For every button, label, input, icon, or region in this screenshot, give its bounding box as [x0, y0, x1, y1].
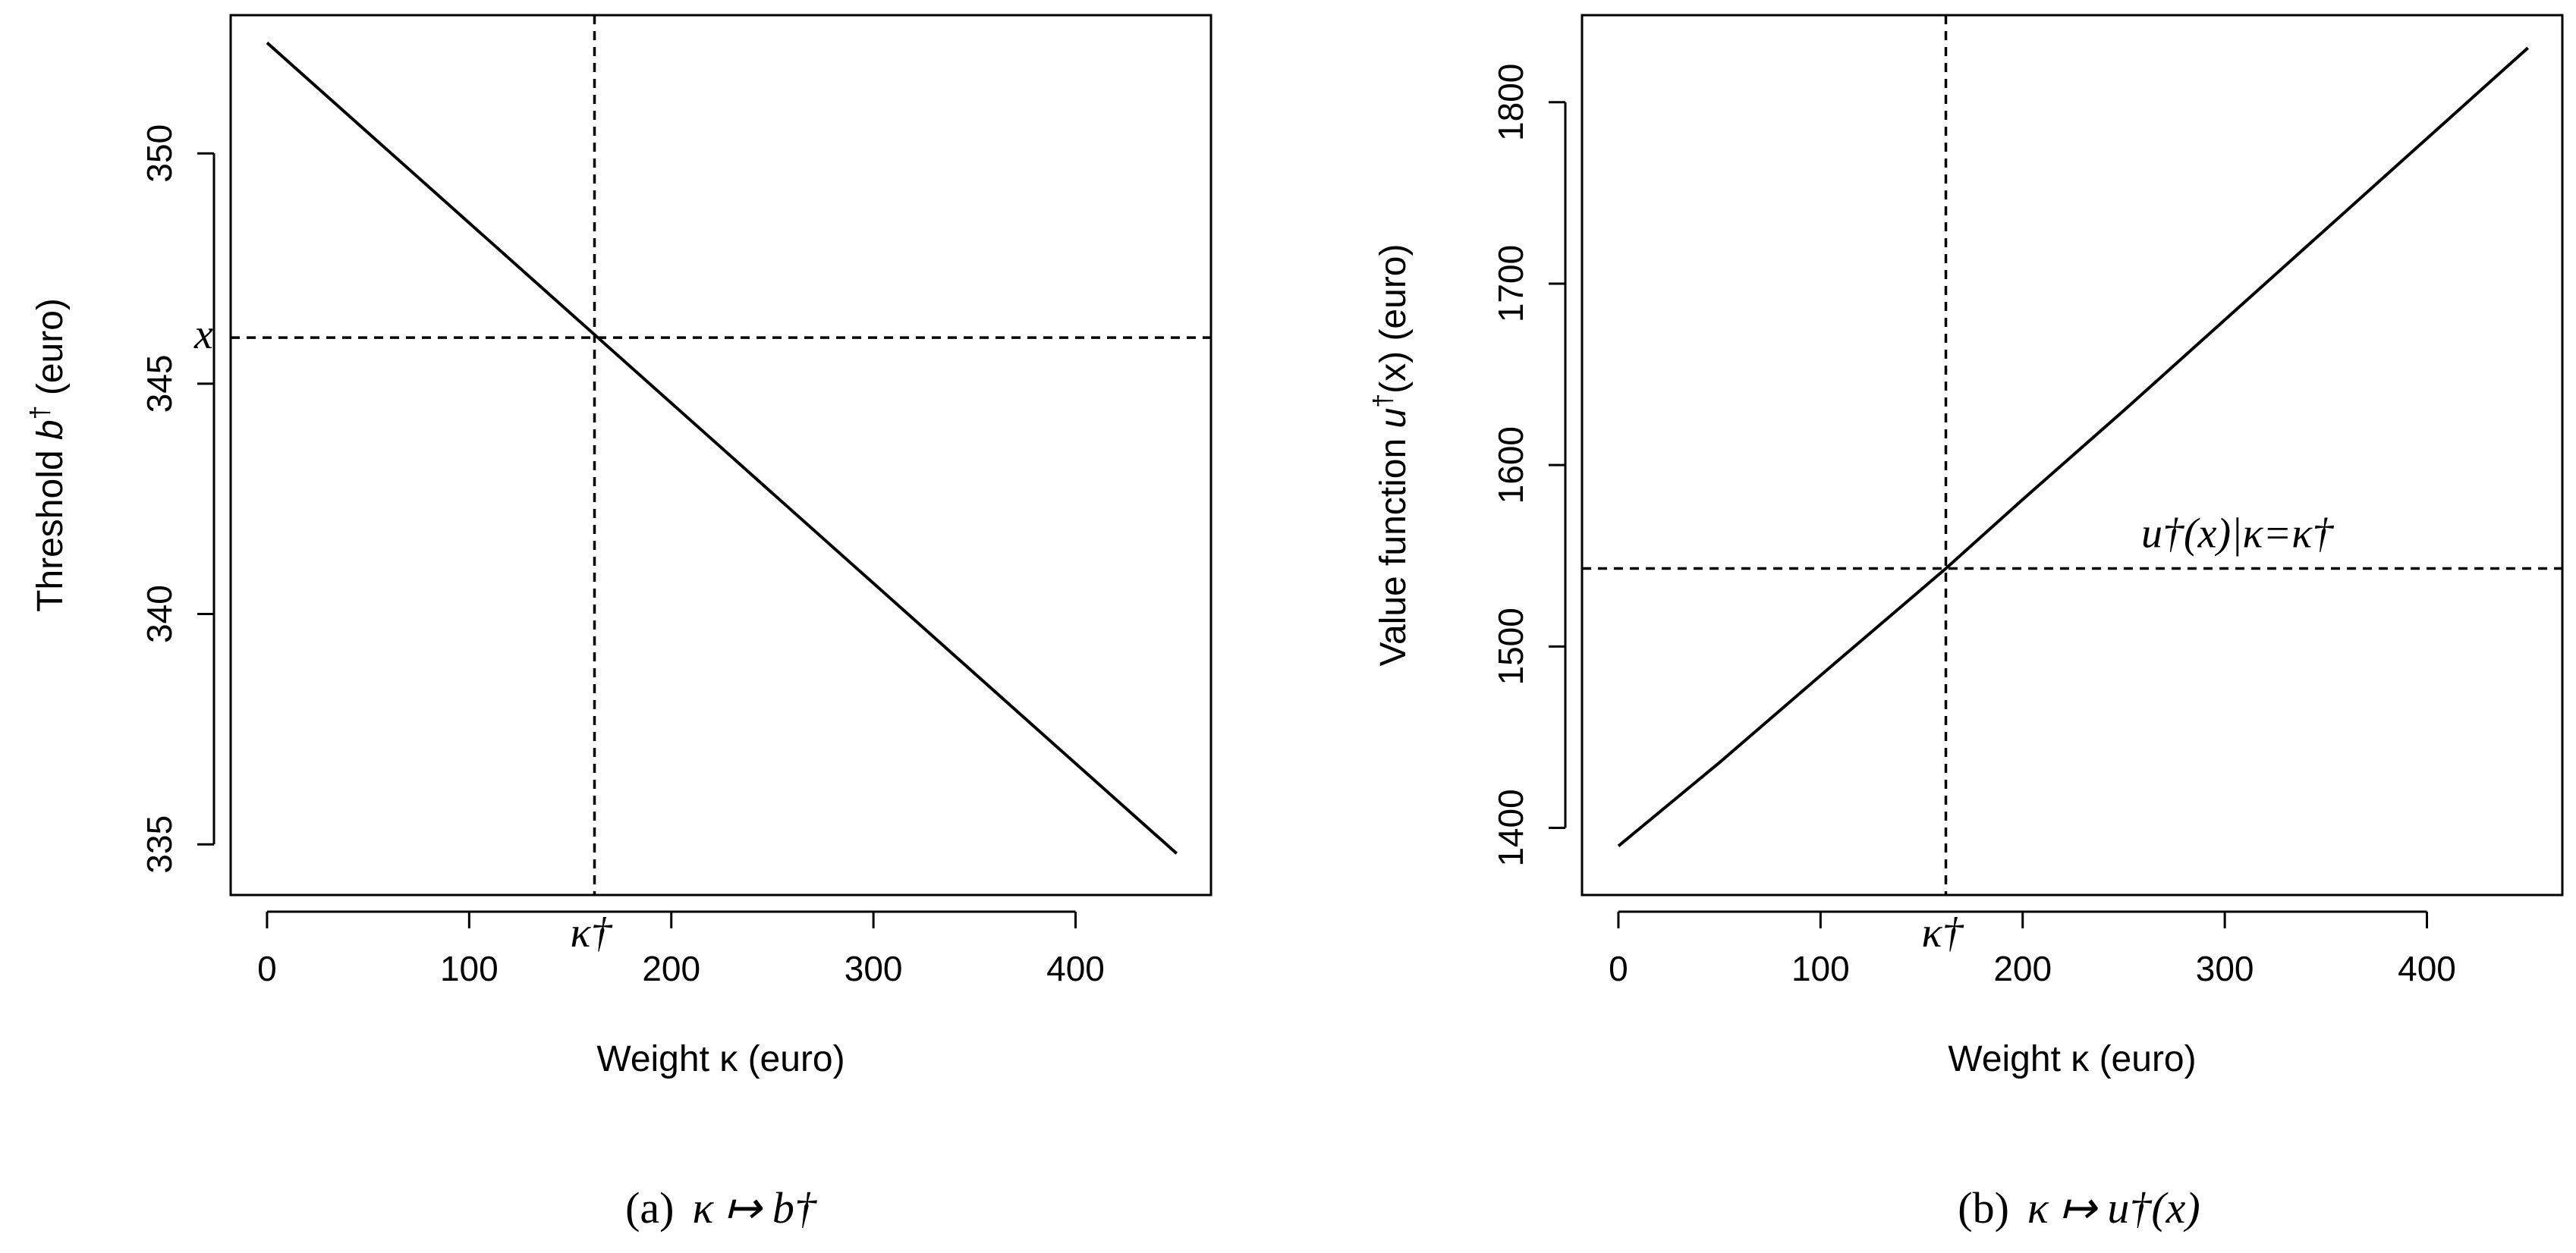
panel-b: 0 100 200 300 400 1400 1500 1600 1700 1800 Weight … — [1369, 14, 2564, 1233]
y-axis-label-symbol: u — [1373, 408, 1414, 429]
x-tick-label: 100 — [1791, 949, 1850, 988]
caption-tag: (a) — [625, 1183, 674, 1233]
plot-frame — [229, 14, 1213, 897]
y-axis-label: Value function u†(x) (euro) — [1369, 244, 1414, 667]
y-axis: 335 340 345 350 — [140, 124, 215, 874]
x-tick-label: 200 — [642, 949, 700, 988]
y-axis-label-pre: Threshold — [30, 440, 71, 612]
series-line — [266, 41, 1178, 855]
y-tick-label: 345 — [140, 354, 179, 413]
x-tick-label: 300 — [2196, 949, 2254, 988]
x-tick-label: 100 — [440, 949, 499, 988]
caption-math: κ ↦ u†(x) — [2027, 1183, 2200, 1233]
hline-annotation: x — [193, 311, 213, 358]
x-tick-label: 0 — [257, 949, 277, 988]
hline-annotation: u†(x)|κ=κ† — [2141, 510, 2334, 557]
x-tick-label: 200 — [1993, 949, 2052, 988]
x-axis: 0 100 200 300 400 — [1609, 910, 2456, 988]
x-axis: 0 100 200 300 400 — [257, 910, 1105, 988]
x-tick-label: 400 — [2398, 949, 2456, 988]
y-axis-label-sup: † — [1369, 394, 1398, 408]
y-tick-label: 335 — [140, 815, 179, 874]
y-tick-label: 1800 — [1491, 64, 1530, 141]
y-axis-label-symbol: b — [30, 419, 71, 440]
caption-math: κ ↦ b† — [692, 1183, 817, 1233]
x-tick-label: 0 — [1609, 949, 1628, 988]
panel-a: 0 100 200 300 400 335 340 345 350 Weight κ (euro)… — [26, 14, 1213, 1233]
panel-caption: (a) κ ↦ b† — [625, 1183, 818, 1233]
vline-annotation: κ† — [571, 909, 613, 956]
y-tick-label: 340 — [140, 585, 179, 643]
y-axis-label: Threshold b† (euro) — [26, 298, 71, 612]
plot-frame — [1581, 14, 2564, 897]
y-tick-label: 350 — [140, 124, 179, 183]
x-tick-label: 400 — [1046, 949, 1105, 988]
y-axis-label-post: (euro) — [30, 298, 71, 405]
x-axis-label: Weight κ (euro) — [596, 1039, 845, 1079]
x-axis-label: Weight κ (euro) — [1948, 1039, 2196, 1079]
y-tick-label: 1700 — [1491, 245, 1530, 322]
y-axis-label-sup: † — [26, 405, 55, 419]
y-tick-label: 1400 — [1491, 789, 1530, 866]
vline-annotation: κ† — [1922, 909, 1964, 956]
panel-caption: (b) κ ↦ u†(x) — [1958, 1183, 2200, 1233]
x-tick-label: 300 — [845, 949, 903, 988]
y-axis-label-pre: Value function — [1373, 428, 1414, 666]
caption-tag: (b) — [1958, 1183, 2009, 1233]
y-axis: 1400 1500 1600 1700 1800 — [1491, 64, 1567, 867]
y-tick-label: 1600 — [1491, 426, 1530, 504]
y-tick-label: 1500 — [1491, 608, 1530, 685]
series-line — [1617, 46, 2530, 847]
y-axis-label-post: (x) (euro) — [1373, 244, 1414, 394]
